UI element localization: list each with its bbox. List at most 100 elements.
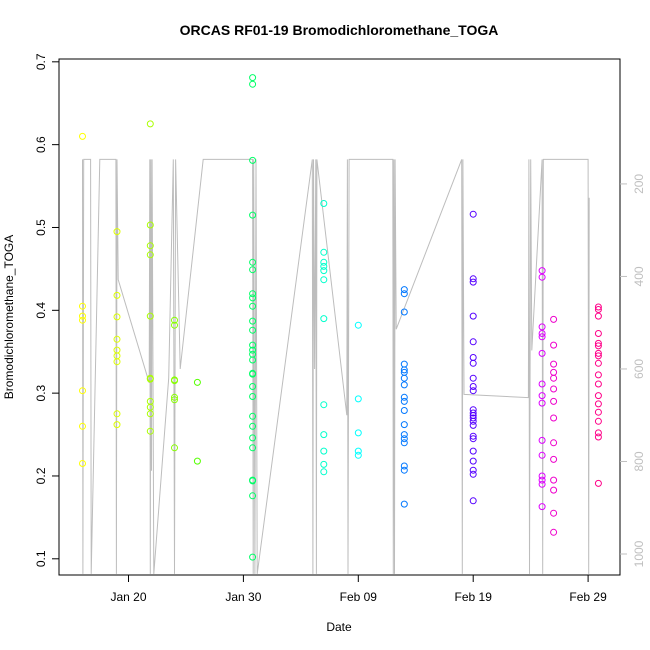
- data-point: [320, 200, 328, 207]
- data-point: [469, 447, 477, 455]
- data-point: [249, 412, 257, 420]
- data-point: [113, 358, 121, 366]
- data-point: [400, 500, 408, 508]
- data-point: [146, 251, 154, 259]
- data-point: [594, 342, 602, 350]
- altitude-line: [82, 158, 590, 574]
- data-point: [146, 427, 154, 435]
- data-point: [320, 447, 328, 455]
- data-point: [469, 387, 477, 395]
- x-axis-label: Date: [326, 620, 352, 634]
- data-point: [550, 455, 558, 463]
- data-point: [538, 472, 546, 480]
- data-point: [79, 422, 86, 430]
- data-point: [249, 356, 257, 364]
- x-tick-label: Feb 09: [340, 590, 378, 604]
- data-point: [400, 435, 408, 443]
- x-tick-label: Jan 20: [110, 590, 146, 604]
- data-point: [354, 429, 362, 437]
- data-point: [550, 360, 558, 368]
- data-point: [146, 410, 154, 418]
- data-point: [550, 476, 558, 484]
- data-point: [594, 339, 602, 347]
- data-point: [354, 321, 362, 329]
- data-point: [469, 409, 477, 417]
- data-point: [550, 414, 558, 422]
- data-point: [469, 417, 477, 425]
- data-point: [469, 359, 477, 367]
- x-tick-label: Jan 30: [225, 590, 261, 604]
- plot-frame: [58, 58, 621, 576]
- data-point: [400, 381, 408, 389]
- data-point: [320, 468, 328, 476]
- data-point: [550, 385, 558, 393]
- data-point: [469, 497, 477, 505]
- data-point: [79, 312, 86, 320]
- y2-tick-label: 1000: [632, 540, 646, 567]
- data-point: [400, 366, 408, 374]
- data-point: [594, 429, 602, 437]
- data-point: [538, 330, 546, 337]
- data-point: [538, 267, 546, 275]
- data-point: [171, 377, 178, 385]
- data-point: [79, 460, 86, 467]
- data-point: [469, 354, 477, 361]
- data-point: [171, 316, 178, 324]
- data-point: [469, 414, 477, 422]
- altitude-profile: [82, 158, 590, 574]
- data-point: [249, 326, 257, 334]
- data-point: [469, 432, 477, 440]
- data-point: [538, 392, 546, 400]
- data-point: [249, 294, 257, 302]
- data-point: [193, 457, 201, 465]
- data-point: [469, 210, 477, 218]
- data-point: [594, 408, 602, 416]
- data-point: [113, 335, 121, 343]
- data-point: [400, 290, 408, 298]
- data-point: [320, 262, 328, 270]
- y-tick-label: 0.7: [34, 53, 48, 70]
- data-point: [594, 380, 602, 388]
- data-point: [400, 393, 408, 401]
- y-tick-label: 0.1: [34, 550, 48, 567]
- data-point: [171, 444, 178, 452]
- data-point: [113, 313, 121, 321]
- data-point: [146, 403, 154, 411]
- data-point: [249, 383, 257, 390]
- data-point: [469, 275, 477, 283]
- data-point: [550, 374, 558, 382]
- data-point: [538, 333, 546, 341]
- data-point: [320, 401, 328, 409]
- data-point: [249, 266, 257, 274]
- data-point: [320, 258, 328, 266]
- data-point: [400, 466, 408, 474]
- data-point: [469, 435, 477, 443]
- data-point: [550, 528, 558, 536]
- data-point: [113, 421, 121, 429]
- data-point: [79, 132, 86, 140]
- chart-title: ORCAS RF01-19 Bromodichloromethane_TOGA: [180, 22, 499, 38]
- data-point: [538, 476, 546, 484]
- data-point: [594, 349, 602, 357]
- data-point: [354, 451, 362, 459]
- y2-tick-label: 600: [632, 359, 646, 379]
- data-point: [400, 374, 408, 382]
- y-tick-label: 0.6: [34, 136, 48, 153]
- axes: Jan 20 Jan 30 Feb 09 Feb 19 Feb 29 0.1 0.2 0.3 0…: [34, 53, 646, 604]
- data-point: [249, 477, 257, 485]
- data-points: [79, 74, 602, 561]
- data-point: [320, 460, 328, 468]
- data-point: [538, 451, 546, 459]
- data-point: [538, 273, 546, 281]
- data-point: [594, 303, 602, 311]
- data-point: [400, 421, 408, 429]
- data-point: [469, 421, 477, 429]
- data-point: [594, 433, 602, 441]
- data-point: [249, 492, 257, 500]
- data-point: [400, 308, 408, 316]
- y-tick-label: 0.5: [34, 219, 48, 236]
- data-point: [594, 359, 602, 367]
- data-point: [469, 470, 477, 478]
- data-point: [249, 258, 257, 266]
